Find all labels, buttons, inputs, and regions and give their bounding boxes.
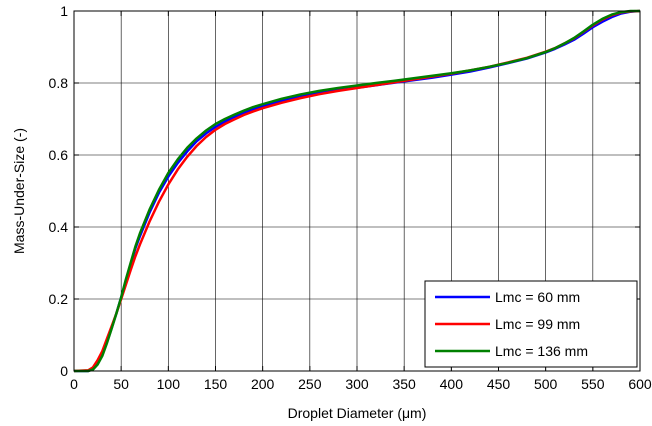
legend-items: Lmc = 60 mm Lmc = 99 mm Lmc = 136 mm	[435, 289, 588, 359]
legend: Lmc = 60 mm Lmc = 99 mm Lmc = 136 mm	[424, 280, 638, 368]
x-tick-label: 600	[628, 376, 652, 392]
axis-ticks	[73, 10, 641, 372]
x-tick-label: 300	[345, 376, 369, 392]
x-tick-label: 150	[204, 376, 228, 392]
tick-labels: 0 50 100 150 200 250 300 350 400 450 500 550 600 0 0.2…	[49, 3, 652, 392]
x-tick-label: 50	[113, 376, 129, 392]
y-tick-label: 0.8	[49, 75, 69, 91]
x-tick-label: 450	[487, 376, 511, 392]
y-tick-label: 0.2	[49, 291, 69, 307]
x-tick-label: 550	[581, 376, 605, 392]
y-tick-label: 0.6	[49, 147, 69, 163]
x-tick-label: 250	[298, 376, 322, 392]
x-tick-label: 100	[157, 376, 181, 392]
series-lines	[73, 9, 641, 373]
x-tick-label: 350	[392, 376, 416, 392]
series-line-3	[74, 9, 640, 373]
x-tick-label: 400	[440, 376, 464, 392]
x-axis-label: Droplet Diameter (μm)	[288, 405, 427, 421]
x-tick-label: 0	[70, 376, 78, 392]
y-tick-label: 1	[60, 3, 68, 19]
y-tick-label: 0	[60, 363, 68, 379]
legend-label-2: Lmc = 99 mm	[495, 316, 580, 332]
legend-label-1: Lmc = 60 mm	[495, 289, 580, 305]
y-axis-label: Mass-Under-Size (-)	[11, 128, 27, 254]
y-tick-label: 0.4	[49, 219, 69, 235]
x-tick-label: 200	[251, 376, 275, 392]
x-tick-label: 500	[534, 376, 558, 392]
legend-label-3: Lmc = 136 mm	[495, 343, 588, 359]
